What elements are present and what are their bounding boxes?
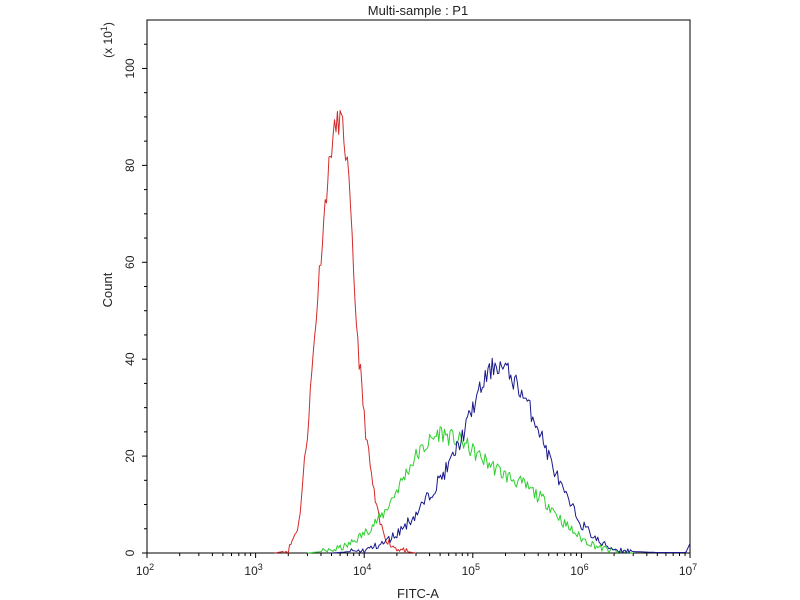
y-tick-label: 20 xyxy=(123,449,137,463)
svg-text:(x 101): (x 101) xyxy=(99,22,115,58)
x-tick-label: 106 xyxy=(570,562,588,578)
x-tick-label: 103 xyxy=(244,562,262,578)
series-lines xyxy=(274,110,691,554)
y-tick-label: 0 xyxy=(123,549,137,556)
x-tick-exp: 3 xyxy=(258,562,263,572)
x-tick-base: 10 xyxy=(570,564,584,578)
x-tick-exp: 4 xyxy=(366,562,371,572)
series-line-2 xyxy=(331,357,691,554)
x-tick-base: 10 xyxy=(244,564,258,578)
y-multiplier-exp: 1 xyxy=(99,26,109,31)
series-line-1 xyxy=(307,426,634,554)
plot-frame xyxy=(146,19,691,554)
x-tick-base: 10 xyxy=(136,564,150,578)
y-tick-label: 60 xyxy=(123,255,137,269)
x-tick-base: 10 xyxy=(353,564,367,578)
y-multiplier-close: ) xyxy=(101,22,115,26)
x-tick-label: 107 xyxy=(679,562,697,578)
y-tick-label: 40 xyxy=(123,352,137,366)
series-line-0 xyxy=(274,110,417,554)
x-tick-exp: 5 xyxy=(475,562,480,572)
x-tick-exp: 2 xyxy=(149,562,154,572)
x-tick-base: 10 xyxy=(462,564,476,578)
x-tick-label: 102 xyxy=(136,562,154,578)
x-tick-label: 104 xyxy=(353,562,371,578)
y-axis-label: Count xyxy=(100,272,115,307)
y-multiplier: (x 101) xyxy=(99,22,115,58)
y-tick-label: 80 xyxy=(123,158,137,172)
x-axis-label: FITC-A xyxy=(397,586,439,600)
x-tick-exp: 7 xyxy=(692,562,697,572)
x-tick-exp: 6 xyxy=(584,562,589,572)
x-tick-label: 105 xyxy=(462,562,480,578)
y-tick-label: 100 xyxy=(123,58,137,78)
x-tick-base: 10 xyxy=(679,564,693,578)
chart-title: Multi-sample : P1 xyxy=(368,3,468,18)
y-multiplier-base: (x 10 xyxy=(101,31,115,58)
